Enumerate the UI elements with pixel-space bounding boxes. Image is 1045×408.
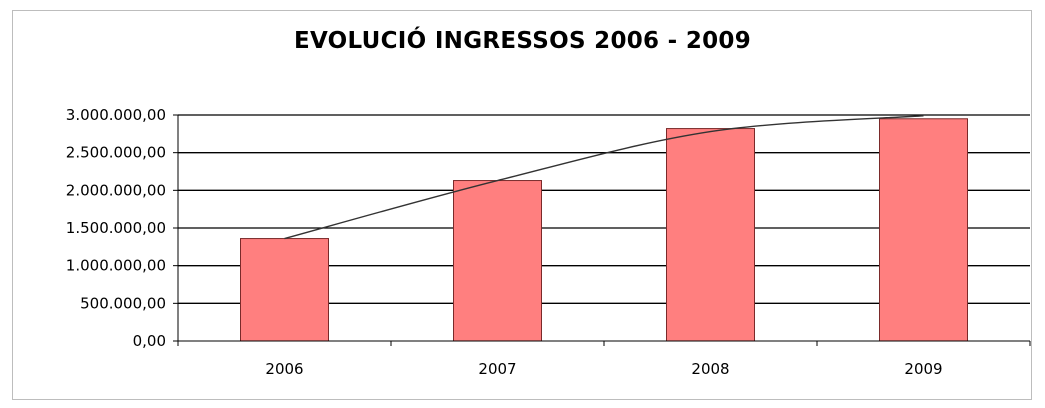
- x-tick-label: 2008: [691, 360, 729, 378]
- y-tick-label: 2.500.000,00: [66, 144, 166, 162]
- y-tick-label: 3.000.000,00: [66, 106, 166, 124]
- bar-2007: [453, 180, 542, 342]
- trend-line: [284, 115, 924, 240]
- x-tick-label: 2009: [904, 360, 942, 378]
- x-tick-label: 2006: [265, 360, 303, 378]
- bar-2006: [240, 238, 329, 342]
- axes: [173, 114, 1031, 346]
- y-tick-label: 0,00: [133, 332, 166, 350]
- y-axis-tick-labels: 0,00 500.000,00 1.000.000,00 1.500.000,00 2.…: [66, 106, 166, 350]
- x-tick-label: 2007: [478, 360, 516, 378]
- y-tick-label: 500.000,00: [80, 294, 166, 312]
- bar-2008: [666, 128, 755, 342]
- y-tick-label: 1.500.000,00: [66, 219, 166, 237]
- trend-line-group: [284, 115, 924, 240]
- x-axis-tick-labels: 2006 2007 2008 2009: [265, 360, 942, 378]
- bar-2009: [879, 118, 968, 342]
- y-tick-label: 1.000.000,00: [66, 257, 166, 275]
- bars: [240, 118, 968, 342]
- y-tick-label: 2.000.000,00: [66, 181, 166, 199]
- chart-title: EVOLUCIÓ INGRESSOS 2006 - 2009: [293, 28, 752, 54]
